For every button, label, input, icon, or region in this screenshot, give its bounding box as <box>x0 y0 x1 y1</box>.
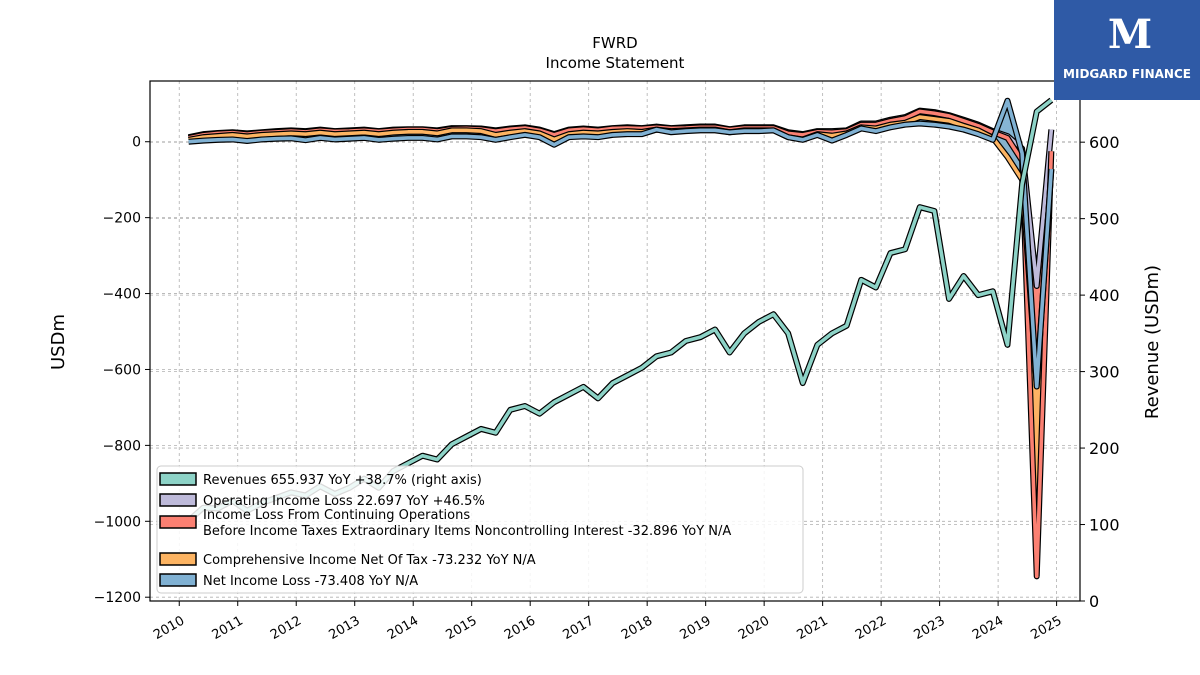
y-tick-label-left: 0 <box>132 135 141 151</box>
legend-swatch <box>159 573 197 587</box>
x-tick-label: 2011 <box>210 613 246 643</box>
legend-label: Income Loss From Continuing Operations <box>203 508 470 523</box>
brand-mark-icon: M <box>1107 11 1152 58</box>
x-tick-label: 2010 <box>151 613 187 643</box>
x-tick-label: 2024 <box>970 613 1006 643</box>
x-tick-label: 2020 <box>736 613 772 643</box>
y-tick-label-right: 200 <box>1089 439 1120 458</box>
y-tick-label-left: −800 <box>103 438 141 454</box>
chart-subtitle: Income Statement <box>546 54 685 72</box>
y-tick-label-right: 600 <box>1089 133 1120 152</box>
series-lines <box>186 97 1055 580</box>
x-tick-label: 2017 <box>561 613 597 643</box>
y-tick-label-right: 100 <box>1089 516 1120 535</box>
series-outline <box>186 97 1054 523</box>
legend-label: Before Income Taxes Extraordinary Items … <box>203 524 731 539</box>
area-3 <box>188 100 1052 387</box>
y-tick-label-right: 500 <box>1089 210 1120 229</box>
series-line-2 <box>188 114 1055 388</box>
legend-label: Revenues 655.937 YoY +38.7% (right axis) <box>203 473 482 488</box>
x-tick-label: 2012 <box>268 613 304 643</box>
legend-swatch <box>159 472 197 486</box>
y-tick-label-left: −400 <box>103 287 141 303</box>
x-tick-label: 2019 <box>678 613 714 643</box>
series-outline <box>188 97 1055 390</box>
x-tick-label: 2013 <box>327 613 363 643</box>
y-tick-label-right: 400 <box>1089 286 1120 305</box>
x-tick-label: 2022 <box>853 613 889 643</box>
x-tick-label: 2016 <box>502 613 538 643</box>
legend: Revenues 655.937 YoY +38.7% (right axis)… <box>156 465 804 594</box>
x-tick-label: 2018 <box>619 613 655 643</box>
brand-logo: M MIDGARD FINANCE <box>1054 0 1200 100</box>
y-axis-label-right: Revenue (USDm) <box>1142 265 1163 419</box>
series-line-rev-0 <box>186 97 1054 523</box>
series-stroke <box>187 98 1053 523</box>
y-tick-label-right: 300 <box>1089 363 1120 382</box>
legend-swatch <box>159 493 197 507</box>
series-stroke <box>188 98 1054 389</box>
legend-box <box>156 465 804 594</box>
x-tick-label: 2015 <box>444 613 480 643</box>
legend-label: Comprehensive Income Net Of Tax -73.232 … <box>203 553 536 568</box>
series-outline <box>188 114 1055 388</box>
series-line-3 <box>188 97 1055 390</box>
y-axis-label-left: USDm <box>48 314 69 370</box>
chart-title: FWRD <box>592 34 637 52</box>
legend-label: Operating Income Loss 22.697 YoY +46.5% <box>203 494 485 509</box>
brand-name: MIDGARD FINANCE <box>1063 67 1191 81</box>
x-tick-label: 2014 <box>385 613 421 643</box>
x-tick-label: 2023 <box>911 613 947 643</box>
x-tick-label: 2025 <box>1028 613 1064 643</box>
y-tick-label-left: −1000 <box>94 514 141 530</box>
y-tick-label-left: −600 <box>103 362 141 378</box>
plot-frame <box>149 80 1081 602</box>
y-tick-label-left: −1200 <box>94 590 141 606</box>
legend-swatch <box>159 515 197 529</box>
series-stroke <box>188 115 1054 387</box>
x-tick-label: 2021 <box>794 613 830 643</box>
legend-swatch <box>159 552 197 566</box>
y-tick-label-right: 0 <box>1089 592 1099 611</box>
legend-label: Net Income Loss -73.408 YoY N/A <box>203 574 418 589</box>
y-tick-label-left: −200 <box>103 211 141 227</box>
